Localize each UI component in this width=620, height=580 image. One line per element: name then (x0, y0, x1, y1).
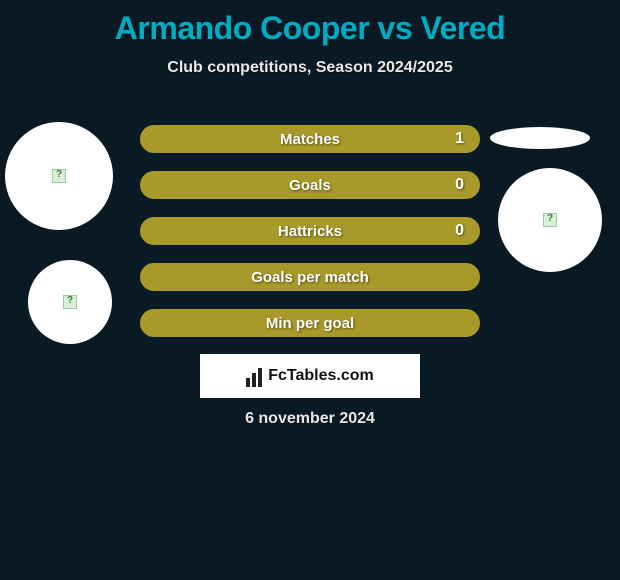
broken-image-icon (543, 213, 557, 227)
stat-row-hattricks: Hattricks 0 (140, 217, 480, 245)
stat-label: Goals per match (251, 269, 369, 286)
flat-ellipse-decoration (490, 127, 590, 149)
stat-label: Goals (289, 177, 331, 194)
fctables-text: FcTables.com (268, 367, 374, 385)
stat-row-goals-per-match: Goals per match (140, 263, 480, 291)
page-title: Armando Cooper vs Vered (0, 0, 620, 47)
stat-row-matches: Matches 1 (140, 125, 480, 153)
broken-image-icon (63, 295, 77, 309)
avatar-left-bottom (28, 260, 112, 344)
avatar-left-top (5, 122, 113, 230)
stat-value: 0 (455, 176, 464, 194)
stat-row-min-per-goal: Min per goal (140, 309, 480, 337)
stats-container: Matches 1 Goals 0 Hattricks 0 Goals per match M… (140, 125, 480, 355)
broken-image-icon (52, 169, 66, 183)
stat-value: 0 (455, 222, 464, 240)
subtitle: Club competitions, Season 2024/2025 (0, 59, 620, 77)
stat-label: Matches (280, 131, 340, 148)
stat-row-goals: Goals 0 (140, 171, 480, 199)
stat-label: Min per goal (266, 315, 354, 332)
stat-label: Hattricks (278, 223, 342, 240)
stat-value: 1 (455, 130, 464, 148)
fctables-badge[interactable]: FcTables.com (200, 354, 420, 398)
fctables-chart-icon (246, 365, 262, 387)
date-label: 6 november 2024 (0, 410, 620, 428)
avatar-right (498, 168, 602, 272)
